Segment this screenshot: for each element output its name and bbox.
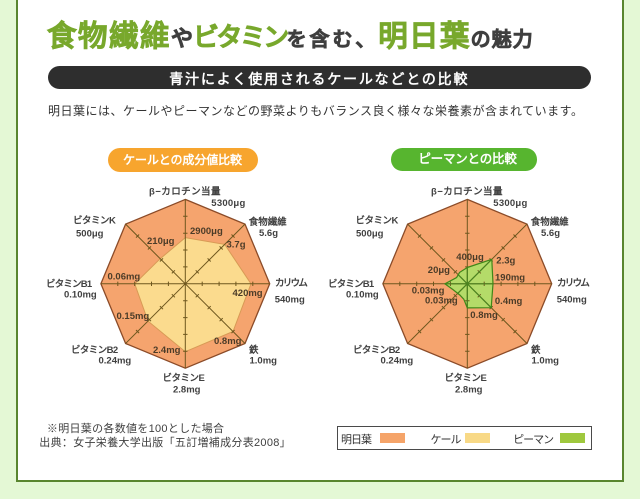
svg-text:ビタミンB1: ビタミンB1 xyxy=(328,278,375,290)
svg-text:ビタミンK: ビタミンK xyxy=(73,215,116,227)
svg-text:β−カロチン当量: β−カロチン当量 xyxy=(431,186,503,198)
svg-text:2.3g: 2.3g xyxy=(496,256,515,267)
svg-text:540mg: 540mg xyxy=(275,295,305,306)
svg-text:食物繊維: 食物繊維 xyxy=(530,216,569,228)
svg-text:0.8mg: 0.8mg xyxy=(470,310,498,321)
svg-text:0.03mg: 0.03mg xyxy=(412,285,445,296)
svg-text:ビタミンB1: ビタミンB1 xyxy=(46,278,93,290)
svg-text:0.06mg: 0.06mg xyxy=(108,271,141,282)
svg-text:540mg: 540mg xyxy=(557,295,587,306)
svg-text:0.24mg: 0.24mg xyxy=(381,355,414,366)
svg-text:20μg: 20μg xyxy=(428,265,450,276)
svg-text:1.0mg: 1.0mg xyxy=(250,356,278,367)
svg-text:3.7g: 3.7g xyxy=(227,240,246,251)
svg-text:2.8mg: 2.8mg xyxy=(455,384,483,395)
svg-text:210μg: 210μg xyxy=(147,236,175,247)
svg-text:2.8mg: 2.8mg xyxy=(173,384,201,395)
svg-text:400μg: 400μg xyxy=(456,252,484,263)
svg-text:190mg: 190mg xyxy=(495,273,525,284)
svg-text:420mg: 420mg xyxy=(233,288,263,299)
svg-text:0.24mg: 0.24mg xyxy=(99,355,132,366)
svg-text:0.10mg: 0.10mg xyxy=(64,289,97,300)
svg-text:2900μg: 2900μg xyxy=(190,226,223,237)
svg-text:5.6g: 5.6g xyxy=(541,228,560,239)
svg-text:食物繊維: 食物繊維 xyxy=(248,216,287,228)
svg-text:鉄: 鉄 xyxy=(249,344,259,356)
svg-text:鉄: 鉄 xyxy=(531,344,541,356)
svg-text:5300μg: 5300μg xyxy=(211,198,245,209)
svg-text:0.8mg: 0.8mg xyxy=(214,336,242,347)
svg-text:500μg: 500μg xyxy=(76,228,104,239)
svg-text:ビタミンB2: ビタミンB2 xyxy=(71,344,118,356)
svg-text:ビタミンB2: ビタミンB2 xyxy=(353,344,400,356)
svg-text:0.03mg: 0.03mg xyxy=(425,296,458,307)
svg-text:0.10mg: 0.10mg xyxy=(346,289,379,300)
svg-text:ビタミンE: ビタミンE xyxy=(163,372,205,384)
svg-text:カリウム: カリウム xyxy=(557,278,590,289)
svg-text:カリウム: カリウム xyxy=(275,278,308,289)
svg-text:5300μg: 5300μg xyxy=(493,198,527,209)
svg-text:ビタミンE: ビタミンE xyxy=(445,372,487,384)
svg-text:5.6g: 5.6g xyxy=(259,228,278,239)
svg-text:2.4mg: 2.4mg xyxy=(153,345,181,356)
svg-text:0.15mg: 0.15mg xyxy=(117,311,150,322)
svg-text:1.0mg: 1.0mg xyxy=(532,356,560,367)
svg-text:0.4mg: 0.4mg xyxy=(495,296,523,307)
svg-text:500μg: 500μg xyxy=(356,228,384,239)
svg-text:ビタミンK: ビタミンK xyxy=(356,215,399,227)
svg-text:β−カロチン当量: β−カロチン当量 xyxy=(149,186,221,198)
